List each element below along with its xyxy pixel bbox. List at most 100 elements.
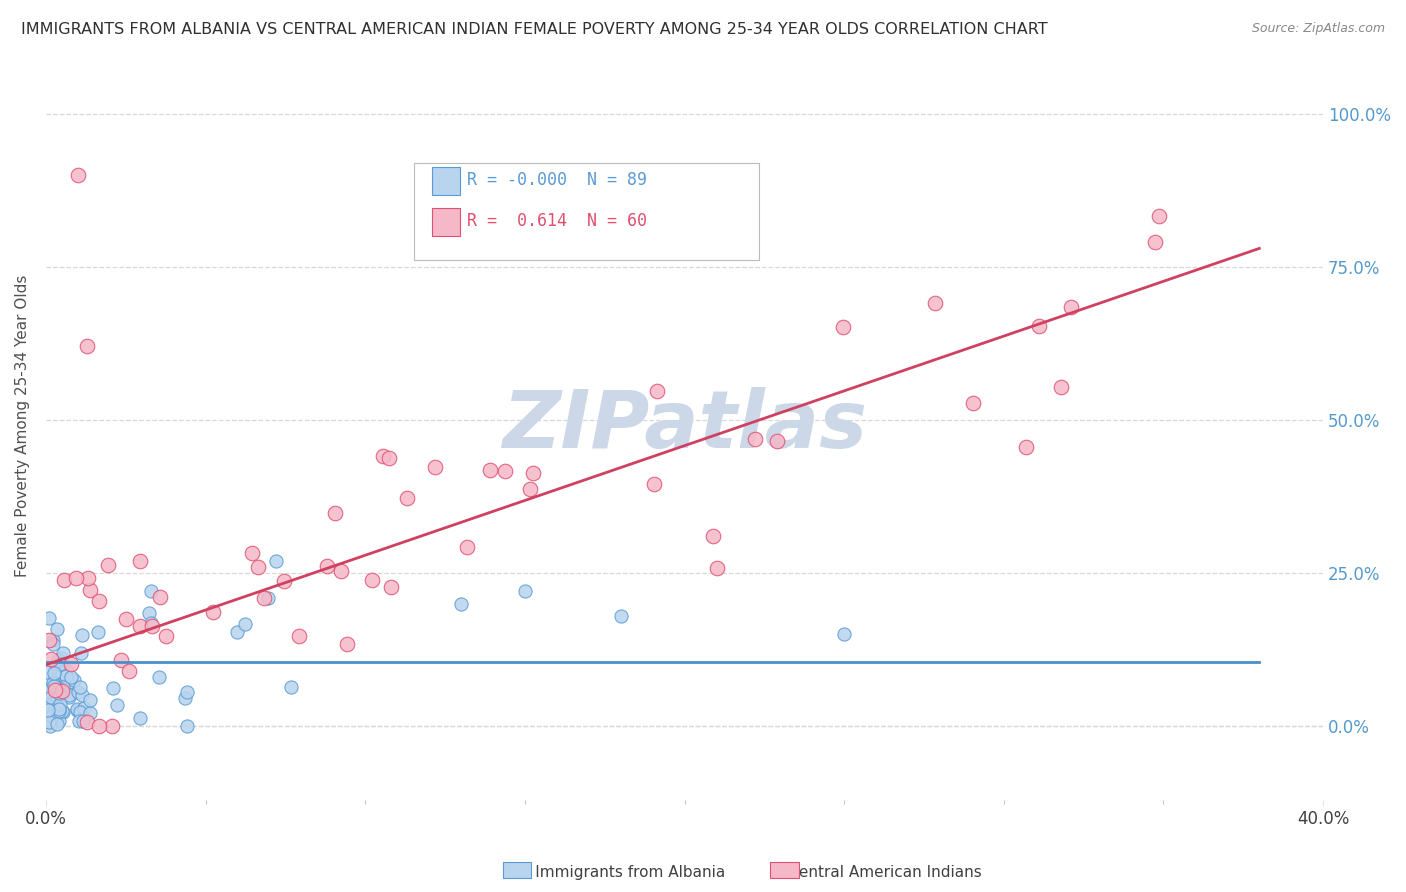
Text: R = -0.000  N = 89: R = -0.000 N = 89 [467, 171, 647, 189]
Point [371, 449, 394, 463]
Point [264, 554, 287, 568]
Point [89, 593, 111, 607]
FancyBboxPatch shape [413, 163, 759, 260]
Point [45, 622, 67, 636]
Point [101, 719, 124, 733]
Point [1143, 235, 1166, 250]
Text: ZIPatlas: ZIPatlas [502, 387, 868, 465]
Point [42, 679, 65, 693]
Point [48, 704, 70, 718]
Point [49, 698, 72, 712]
Point [49, 657, 72, 672]
Point [35, 698, 58, 712]
Point [46, 698, 69, 713]
Point [41, 700, 63, 714]
Point [51, 667, 73, 681]
Point [643, 477, 665, 491]
Y-axis label: Female Poverty Among 25-34 Year Olds: Female Poverty Among 25-34 Year Olds [15, 275, 30, 577]
Point [52, 573, 75, 587]
Point [58, 674, 80, 689]
Point [42, 636, 65, 650]
Point [58, 688, 80, 702]
Point [48, 683, 70, 698]
Point [832, 319, 855, 334]
Point [744, 433, 766, 447]
Point [69, 680, 91, 694]
Point [257, 591, 280, 605]
Point [44, 683, 66, 698]
Point [519, 483, 541, 497]
Point [70, 646, 93, 660]
Point [114, 612, 136, 626]
Point [76, 571, 98, 585]
Point [49, 651, 72, 665]
Point [38, 632, 60, 647]
Point [105, 698, 128, 712]
Point [39, 681, 62, 695]
Point [45, 676, 67, 690]
Point [1015, 440, 1038, 454]
Point [101, 681, 124, 695]
Point [240, 546, 263, 560]
Point [48, 702, 70, 716]
Text: IMMIGRANTS FROM ALBANIA VS CENTRAL AMERICAN INDIAN FEMALE POVERTY AMONG 25-34 YE: IMMIGRANTS FROM ALBANIA VS CENTRAL AMERI… [21, 22, 1047, 37]
Point [37, 703, 59, 717]
Point [48, 714, 70, 729]
Point [52, 646, 75, 660]
Point [361, 573, 384, 587]
Point [41, 697, 63, 711]
Point [316, 559, 339, 574]
Bar [432, 167, 460, 195]
Point [396, 491, 419, 505]
Point [67, 714, 90, 729]
Point [246, 559, 269, 574]
Point [38, 714, 60, 729]
Point [44, 699, 66, 714]
Point [962, 396, 984, 410]
Point [65, 571, 87, 585]
Point [377, 450, 399, 465]
Text: Immigrants from Albania: Immigrants from Albania [506, 865, 725, 880]
Point [41, 709, 63, 723]
Point [39, 652, 62, 666]
Point [706, 561, 728, 575]
Point [141, 615, 163, 630]
Point [51, 704, 73, 718]
Point [513, 584, 536, 599]
Point [42, 676, 65, 690]
Point [330, 565, 353, 579]
Point [45, 717, 67, 731]
Text: R =  0.614  N = 60: R = 0.614 N = 60 [467, 212, 647, 230]
Point [60, 669, 83, 683]
Point [41, 690, 63, 705]
Point [425, 459, 447, 474]
Point [76, 715, 98, 730]
Point [128, 554, 150, 568]
Point [141, 584, 163, 599]
Point [46, 681, 69, 696]
Point [110, 652, 132, 666]
Point [176, 719, 198, 733]
Point [97, 558, 120, 572]
Point [44, 709, 66, 723]
Bar [432, 208, 460, 236]
Point [832, 627, 855, 641]
Point [66, 703, 89, 717]
Point [37, 690, 59, 704]
Point [226, 625, 249, 640]
Point [59, 657, 82, 671]
Point [702, 529, 724, 543]
Point [273, 574, 295, 589]
Point [609, 608, 631, 623]
Point [149, 591, 172, 605]
Point [35, 684, 58, 698]
Point [335, 637, 357, 651]
Point [141, 619, 163, 633]
Point [72, 714, 94, 728]
Point [45, 675, 67, 690]
Point [79, 693, 101, 707]
Point [35, 665, 58, 679]
Point [87, 625, 110, 640]
Point [69, 705, 91, 719]
Point [38, 696, 60, 710]
